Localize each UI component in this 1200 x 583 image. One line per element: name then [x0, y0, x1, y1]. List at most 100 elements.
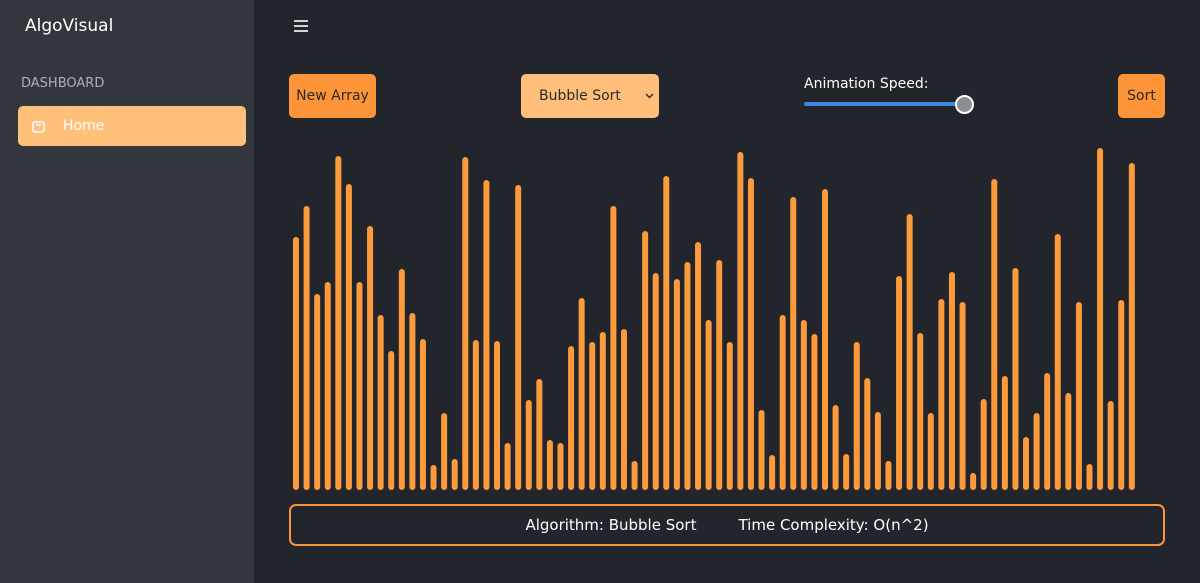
array-bar	[515, 185, 522, 490]
array-bar	[822, 189, 828, 490]
array-bar	[293, 237, 299, 490]
array-bar	[1044, 373, 1051, 490]
array-bar	[599, 332, 606, 490]
array-bar	[557, 443, 564, 490]
array-bar	[345, 184, 352, 490]
array-bar	[790, 197, 797, 490]
array-bar	[441, 413, 448, 490]
array-bar	[462, 157, 469, 490]
array-bar	[494, 341, 501, 490]
array-bar	[419, 339, 426, 490]
array-bar	[504, 443, 511, 490]
array-bar	[536, 379, 543, 490]
array-bar	[673, 279, 680, 490]
nav-label: Home	[63, 118, 105, 134]
array-bar	[652, 273, 659, 490]
array-bar	[747, 178, 754, 490]
array-bar	[1107, 401, 1114, 490]
array-bar	[779, 315, 786, 490]
section-label: DASHBOARD	[21, 76, 105, 91]
array-bar	[980, 399, 987, 490]
array-bar	[546, 440, 553, 490]
array-bar	[1054, 234, 1061, 490]
array-bar	[716, 260, 723, 490]
array-bar	[769, 455, 776, 490]
array-bar	[1001, 376, 1008, 490]
array-bar	[663, 176, 670, 490]
array-bar	[927, 413, 934, 490]
array-bars	[293, 148, 1135, 490]
array-bar	[811, 334, 818, 490]
array-bar	[843, 454, 850, 490]
array-bar	[430, 465, 437, 490]
array-bar	[1118, 300, 1125, 490]
new-array-button[interactable]: New Array	[289, 74, 376, 118]
array-bar	[1086, 464, 1093, 490]
nav-item[interactable]: Home	[18, 106, 246, 146]
array-bar	[356, 282, 363, 490]
array-bar	[705, 320, 712, 490]
array-bar	[684, 262, 691, 490]
array-bar	[324, 282, 331, 490]
array-bar	[864, 378, 871, 490]
array-bar	[1128, 163, 1135, 490]
array-bar	[970, 473, 977, 490]
array-bar	[483, 180, 490, 490]
array-bar	[377, 315, 384, 490]
array-bar	[335, 156, 342, 490]
array-bar	[610, 206, 617, 490]
algorithm-info: Algorithm: Bubble Sort	[525, 516, 697, 534]
array-bar	[1033, 413, 1040, 490]
array-bar	[620, 329, 627, 490]
array-bar	[303, 206, 310, 490]
select-text: Bubble Sort	[539, 88, 621, 104]
speed-slider[interactable]	[804, 102, 964, 106]
array-bar	[695, 242, 702, 490]
brand: AlgoVisual	[25, 16, 114, 36]
array-bar	[737, 152, 744, 490]
array-bar	[874, 412, 881, 490]
array-bar	[314, 294, 321, 490]
info-bar: Algorithm: Bubble Sort Time Complexity: …	[289, 504, 1165, 546]
array-bar	[451, 459, 458, 490]
array-bar	[959, 302, 966, 490]
array-bar	[1023, 437, 1030, 490]
select-arrow	[645, 93, 654, 99]
array-bar	[800, 320, 807, 490]
array-bar	[367, 226, 374, 490]
algorithm-select[interactable]: Bubble Sort	[521, 74, 659, 118]
array-bar	[631, 461, 638, 490]
array-bar	[1012, 268, 1019, 490]
array-bar	[568, 346, 575, 490]
array-bar	[917, 333, 924, 490]
home-icon	[32, 121, 45, 133]
slider-thumb[interactable]	[955, 95, 974, 114]
array-bar	[1065, 393, 1072, 490]
array-bar	[525, 400, 532, 490]
complexity-info: Time Complexity: O(n^2)	[738, 516, 929, 534]
menu-icon[interactable]	[293, 18, 309, 34]
sidebar: AlgoVisual DASHBOARD Home	[0, 0, 254, 583]
array-bar	[896, 276, 903, 490]
array-bar	[1097, 148, 1104, 490]
array-bar	[388, 351, 395, 490]
array-bar	[991, 179, 998, 490]
array-bar	[1075, 302, 1082, 490]
sort-button[interactable]: Sort	[1118, 74, 1165, 118]
array-bar	[948, 272, 955, 490]
array-bar	[398, 269, 405, 490]
array-bar	[758, 410, 765, 490]
speed-label: Animation Speed:	[804, 76, 929, 92]
array-bar	[472, 340, 479, 490]
array-bar	[853, 342, 860, 490]
array-bar	[906, 214, 913, 490]
array-bar	[938, 299, 945, 490]
array-bar	[589, 342, 596, 490]
array-bar	[832, 405, 839, 490]
array-bar	[642, 231, 649, 490]
array-bar	[726, 342, 733, 490]
array-bar	[578, 298, 585, 490]
array-bar	[885, 461, 892, 490]
array-bar	[409, 313, 416, 490]
